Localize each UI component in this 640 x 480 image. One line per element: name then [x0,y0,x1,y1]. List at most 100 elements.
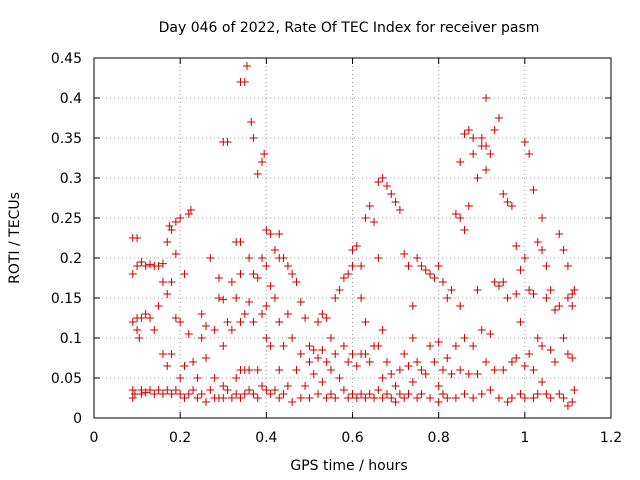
data-point [400,350,409,358]
data-point [434,382,443,390]
data-point [167,278,176,286]
data-point [249,134,258,142]
data-point [570,386,579,394]
x-tick-label: 0.4 [255,430,277,446]
data-point [494,114,503,122]
data-point [374,386,383,394]
y-tick-label: 0 [73,411,82,427]
data-point [559,246,568,254]
data-point [395,390,404,398]
data-point [456,302,465,310]
data-point [378,394,387,402]
data-point [438,366,447,374]
data-point [326,390,335,398]
data-point [503,198,512,206]
data-point [236,238,245,246]
y-tick-label: 0.45 [51,51,82,67]
data-point [339,274,348,282]
data-point [270,386,279,394]
data-point [438,390,447,398]
data-point [197,310,206,318]
data-point [507,358,516,366]
data-point [391,198,400,206]
data-point [499,190,508,198]
data-point [262,334,271,342]
data-point [154,262,163,270]
data-point [249,390,258,398]
data-point [232,390,241,398]
data-point [348,246,357,254]
data-point [253,274,262,282]
x-tick-label: 0 [90,430,99,446]
data-point [512,242,521,250]
data-point [186,206,195,214]
data-point [538,246,547,254]
y-tick-label: 0.25 [51,211,82,227]
data-point [421,370,430,378]
data-point [253,394,262,402]
data-point [163,290,172,298]
data-point [357,294,366,302]
data-point [417,262,426,270]
data-point [529,366,538,374]
x-tick-label: 0.8 [428,430,450,446]
data-point [447,370,456,378]
data-point [460,334,469,342]
data-point [525,286,534,294]
data-point [236,394,245,402]
data-point [387,394,396,402]
data-point [469,150,478,158]
data-point [344,394,353,402]
data-point [266,342,275,350]
data-point [555,230,564,238]
data-point [219,342,228,350]
data-point [266,282,275,290]
data-point [171,250,180,258]
data-point [568,354,577,362]
data-point [279,254,288,262]
data-point [214,294,223,302]
data-point [563,262,572,270]
data-point [189,358,198,366]
data-point [378,374,387,382]
data-point [232,294,241,302]
data-point [542,262,551,270]
data-point [451,342,460,350]
data-point [413,254,422,262]
axis-ticks: 0 0.2 0.4 0.6 0.8 1 1.2 0 0.05 0.1 0.15 0.2 0.25 0.3 0… [51,51,622,446]
data-point [180,362,189,370]
data-point [314,390,323,398]
data-point [430,358,439,366]
data-point [482,166,491,174]
data-point [568,302,577,310]
data-point [249,270,258,278]
data-point [214,274,223,282]
data-point [171,218,180,226]
data-point [507,394,516,402]
data-point [184,210,193,218]
data-point [529,394,538,402]
data-point [158,259,167,268]
data-point [193,374,202,382]
data-point [167,226,176,234]
data-point [262,226,271,234]
data-points [128,62,579,410]
data-point [400,394,409,402]
data-point [296,350,305,358]
data-point [163,362,172,370]
data-point [451,394,460,402]
data-point [382,182,391,190]
data-point [326,334,335,342]
data-point [538,214,547,222]
data-point [189,386,198,394]
data-point [240,390,249,398]
data-point [167,390,176,398]
data-point [542,390,551,398]
data-point [361,394,370,402]
data-point [486,150,495,158]
y-tick-label: 0.4 [60,91,82,107]
data-point [176,374,185,382]
data-point [197,390,206,398]
data-point [344,358,353,366]
grid [94,58,611,418]
